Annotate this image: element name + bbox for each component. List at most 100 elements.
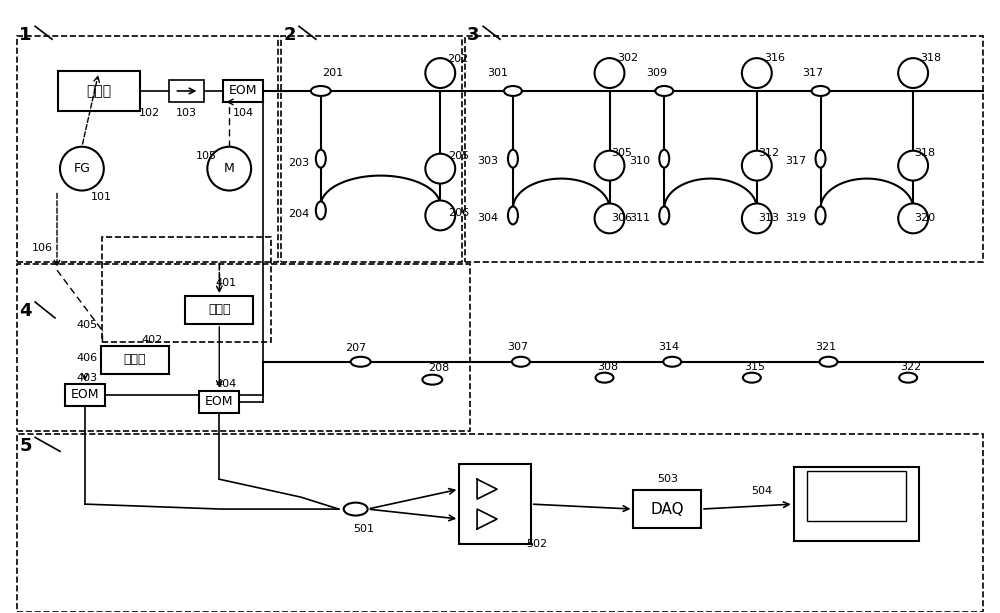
Text: EOM: EOM xyxy=(229,85,257,97)
Text: M: M xyxy=(224,162,235,175)
Circle shape xyxy=(425,200,455,230)
Text: 315: 315 xyxy=(744,362,765,371)
Text: 203: 203 xyxy=(288,158,309,167)
Bar xyxy=(169,80,204,102)
Circle shape xyxy=(742,58,772,88)
Circle shape xyxy=(207,147,251,191)
Text: 312: 312 xyxy=(758,148,779,158)
Ellipse shape xyxy=(812,86,830,96)
Circle shape xyxy=(742,151,772,181)
Bar xyxy=(807,471,906,521)
Text: 106: 106 xyxy=(32,243,53,253)
Text: 205: 205 xyxy=(448,151,469,161)
Ellipse shape xyxy=(659,207,669,224)
Bar xyxy=(633,490,701,528)
Text: 406: 406 xyxy=(76,352,97,363)
Ellipse shape xyxy=(508,207,518,224)
Text: 405: 405 xyxy=(76,320,97,330)
Text: DAQ: DAQ xyxy=(650,501,684,517)
Text: 314: 314 xyxy=(659,342,680,352)
Ellipse shape xyxy=(504,86,522,96)
Text: 306: 306 xyxy=(611,213,632,223)
Text: 404: 404 xyxy=(216,379,237,389)
Text: 321: 321 xyxy=(815,342,836,352)
Text: 402: 402 xyxy=(141,335,162,345)
Text: 313: 313 xyxy=(758,213,779,223)
Ellipse shape xyxy=(596,373,613,383)
Ellipse shape xyxy=(316,202,326,219)
Text: 101: 101 xyxy=(91,192,112,202)
Text: 318: 318 xyxy=(915,148,936,158)
Text: 322: 322 xyxy=(901,362,922,371)
Ellipse shape xyxy=(508,150,518,167)
Ellipse shape xyxy=(316,150,326,167)
Ellipse shape xyxy=(512,357,530,367)
Bar xyxy=(794,466,919,541)
Ellipse shape xyxy=(659,150,669,167)
Ellipse shape xyxy=(820,357,837,367)
Bar xyxy=(223,80,263,102)
Text: FG: FG xyxy=(73,162,90,175)
Circle shape xyxy=(898,58,928,88)
Text: 2: 2 xyxy=(284,26,296,44)
Ellipse shape xyxy=(663,357,681,367)
Text: 311: 311 xyxy=(629,213,650,223)
Circle shape xyxy=(742,204,772,234)
Text: 309: 309 xyxy=(646,68,667,78)
Text: 503: 503 xyxy=(657,474,678,484)
Text: 激光器: 激光器 xyxy=(86,84,111,98)
Bar xyxy=(102,237,271,342)
Bar xyxy=(281,36,462,262)
Text: 103: 103 xyxy=(176,108,197,118)
Text: 501: 501 xyxy=(353,524,374,534)
Circle shape xyxy=(898,151,928,181)
Ellipse shape xyxy=(351,357,371,367)
Circle shape xyxy=(595,151,624,181)
Ellipse shape xyxy=(311,86,331,96)
Bar xyxy=(65,384,105,406)
Circle shape xyxy=(595,204,624,234)
Text: 105: 105 xyxy=(196,151,217,161)
Text: 4: 4 xyxy=(19,302,32,320)
Text: 204: 204 xyxy=(288,210,310,219)
Bar xyxy=(185,296,253,324)
Bar xyxy=(101,346,169,374)
Bar xyxy=(58,71,140,111)
Text: 102: 102 xyxy=(139,108,160,118)
Text: 202: 202 xyxy=(448,54,469,64)
Text: 504: 504 xyxy=(751,486,772,496)
Ellipse shape xyxy=(743,373,761,383)
Text: EOM: EOM xyxy=(71,388,99,401)
Text: 401: 401 xyxy=(216,278,237,288)
Text: 318: 318 xyxy=(920,53,942,63)
Bar xyxy=(199,390,239,413)
Bar xyxy=(17,36,278,262)
Text: 310: 310 xyxy=(629,156,650,166)
Ellipse shape xyxy=(655,86,673,96)
Text: 502: 502 xyxy=(526,539,547,549)
Text: 316: 316 xyxy=(764,53,785,63)
Text: 208: 208 xyxy=(428,363,449,373)
Text: 317: 317 xyxy=(785,156,806,166)
Ellipse shape xyxy=(344,503,368,516)
Text: 301: 301 xyxy=(488,68,509,78)
Text: 5: 5 xyxy=(19,438,32,455)
Text: 延时器: 延时器 xyxy=(208,303,231,316)
Text: 201: 201 xyxy=(322,68,343,78)
Text: 403: 403 xyxy=(76,373,97,383)
Ellipse shape xyxy=(899,373,917,383)
Bar xyxy=(17,264,470,432)
Text: 305: 305 xyxy=(611,148,632,158)
Text: EOM: EOM xyxy=(205,395,234,408)
Text: 303: 303 xyxy=(478,156,499,166)
Ellipse shape xyxy=(816,150,826,167)
Text: 3: 3 xyxy=(467,26,480,44)
Text: 104: 104 xyxy=(233,108,254,118)
Text: 207: 207 xyxy=(345,343,366,353)
Circle shape xyxy=(425,58,455,88)
Text: 1: 1 xyxy=(19,26,32,44)
Text: 319: 319 xyxy=(785,213,806,223)
Bar xyxy=(17,435,983,612)
Text: 308: 308 xyxy=(597,362,618,371)
Text: 307: 307 xyxy=(507,342,528,352)
